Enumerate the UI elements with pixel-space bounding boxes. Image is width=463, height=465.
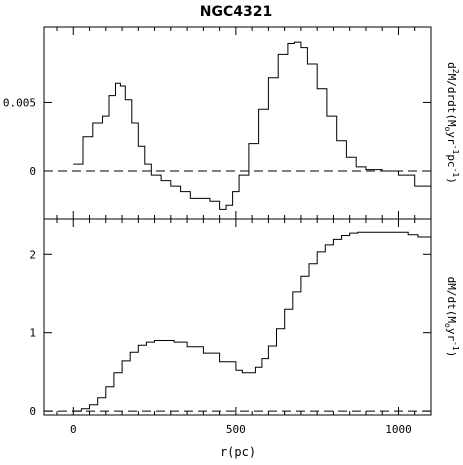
- top-ylabel-sup3: -1: [451, 168, 460, 178]
- bottom-ylabel-post: ): [445, 351, 458, 358]
- top-ylabel-sup1: 2: [451, 69, 460, 74]
- top-series-line: [73, 41, 432, 210]
- top-ylabel-mid2: yr: [445, 131, 458, 145]
- bottom-ylabel-pre: dM/dt(M: [445, 277, 458, 324]
- bottom-ytick-label: 0: [29, 405, 36, 418]
- top-ylabel-mid1: M/drdt(M: [445, 74, 458, 127]
- bottom-xtick-label: 0: [70, 423, 77, 436]
- top-ylabel-sub: o: [443, 127, 452, 132]
- bottom-ylabel-sup: -1: [451, 341, 460, 351]
- bottom-panel-frame: [43, 218, 432, 416]
- bottom-ytick-label: 2: [29, 248, 36, 261]
- top-ytick-label: 0: [29, 165, 36, 178]
- bottom-series-line: [73, 231, 432, 412]
- top-ylabel: d2M/drdt(Moyr-1pc-1): [443, 62, 460, 184]
- bottom-xlabel: r(pc): [220, 445, 256, 459]
- top-ylabel-mid3: pc: [445, 154, 458, 167]
- bottom-ytick-label: 1: [29, 327, 36, 340]
- bottom-xtick-label: 1000: [385, 423, 412, 436]
- bottom-ticks: 0 1 2 0 500 1000: [29, 219, 432, 436]
- top-ticks: 0 0.005: [3, 27, 432, 219]
- top-ytick-label: 0.005: [3, 96, 36, 109]
- top-ylabel-post: ): [445, 177, 458, 184]
- bottom-panel: 0 1 2 0 500 1000 dM/dt(Moyr-1) r(pc): [29, 218, 460, 459]
- top-panel: 00.005 d2M/drdt(Moyr-1pc-1): [3, 26, 460, 220]
- bottom-ylabel: dM/dt(Moyr-1): [443, 277, 460, 358]
- top-ylabel-pre: d: [445, 62, 458, 69]
- top-ylabel-sup2: -1: [451, 145, 460, 155]
- bottom-xtick-label: 500: [226, 423, 246, 436]
- chart-title: NGC4321: [200, 4, 272, 20]
- bottom-ylabel-sub: o: [443, 323, 452, 328]
- bottom-ylabel-mid: yr: [445, 328, 458, 342]
